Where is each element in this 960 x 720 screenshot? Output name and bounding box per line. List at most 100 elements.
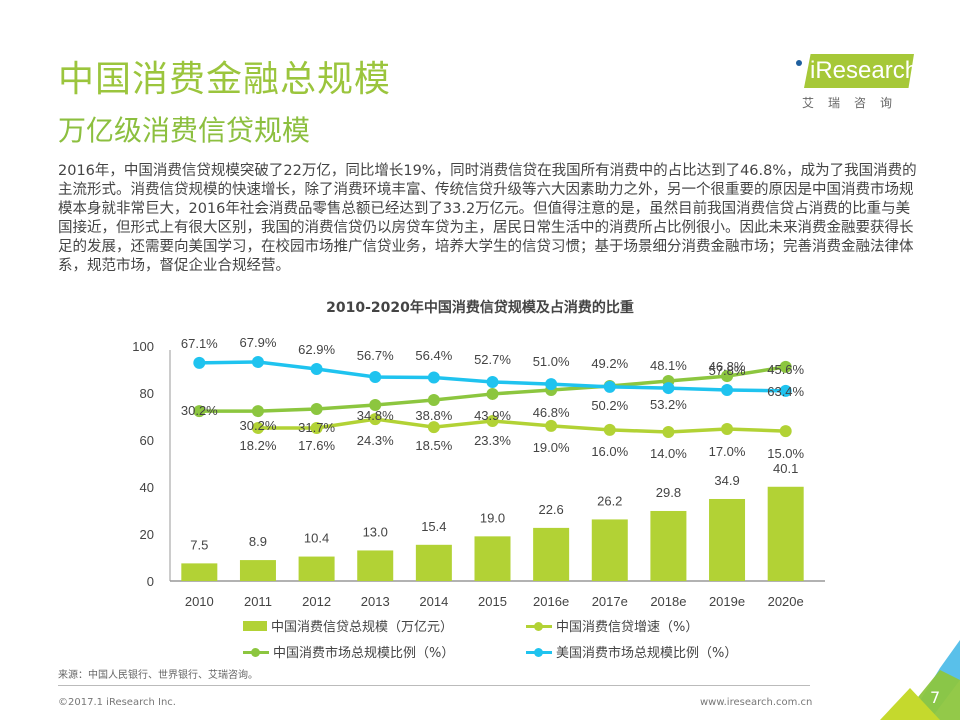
bar-data-label: 10.4 [304,531,329,546]
x-tick-label: 2020e [768,594,804,609]
logo-brand: iResearch [810,57,919,84]
x-tick-label: 2011 [244,594,272,609]
series-point [545,419,558,432]
series-point [721,370,734,383]
source-note: 来源：中国人民银行、世界银行、艾瑞咨询。 [58,670,258,681]
legend-item-cn-market-ratio: 中国消费市场总规模比例（%） [243,642,454,661]
series-point [251,405,264,418]
x-tick-label: 2010 [185,594,214,609]
bar [591,519,628,581]
corner-decoration [880,640,960,720]
bar [181,563,218,581]
bar [650,510,687,581]
logo-dot-icon [796,60,802,66]
line-data-label: 43.9% [474,408,511,423]
series-point [310,363,323,376]
series-point [427,371,440,384]
legend-item-credit-growth: 中国消费信贷增速（%） [526,616,698,635]
legend-label: 美国消费市场总规模比例（%） [556,646,738,661]
y-tick-label: 40 [140,480,154,495]
line-data-label: 18.5% [415,438,452,453]
series-point [545,378,558,391]
series-point [721,422,734,435]
line-data-label: 19.0% [533,440,570,455]
bar [239,560,276,581]
y-tick-label: 60 [140,433,154,448]
legend-label: 中国消费信贷总规模（万亿元） [271,620,454,635]
series-point [662,426,675,439]
page-number: 7 [930,688,941,707]
bar-data-label: 7.5 [190,537,208,552]
bar [298,556,335,581]
line-data-label: 53.2% [650,397,687,412]
bar-data-label: 26.2 [597,493,622,508]
line-data-label: 51.0% [533,354,570,369]
x-tick-label: 2019e [709,594,745,609]
line-data-label: 67.1% [181,336,218,351]
page-title: 中国消费金融总规模 [58,59,392,100]
x-tick-label: 2018e [650,594,686,609]
logo-badge [804,54,914,88]
line-data-label: 46.8% [709,359,746,374]
series-point [603,380,616,393]
line-data-label: 30.2% [181,403,218,418]
line-data-label: 48.1% [650,358,687,373]
x-tick-label: 2017e [592,594,628,609]
logo-brand-cn: 艾瑞咨询 [802,96,907,110]
bar-data-label: 40.1 [773,461,798,476]
line-data-label: 31.7% [298,420,335,435]
series-point [603,423,616,436]
x-tick-label: 2012 [302,594,331,609]
bar-data-label: 29.8 [656,485,681,500]
line-data-label: 15.0% [767,446,804,461]
bar-data-label: 34.9 [714,473,739,488]
legend-item-credit-scale: 中国消费信贷总规模（万亿元） [243,616,453,635]
x-tick-label: 2015 [478,594,507,609]
bar-data-label: 22.6 [538,502,563,517]
footer-divider [58,685,810,686]
line-data-label: 14.0% [650,446,687,461]
legend-line-swatch [526,647,552,657]
series-point [662,382,675,395]
x-tick-label: 2016e [533,594,569,609]
series-point [369,413,382,426]
y-tick-label: 0 [147,574,154,589]
bar [357,550,394,581]
website-link[interactable]: www.iresearch.com.cn [700,697,813,708]
copyright: ©2017.1 iResearch Inc. [58,697,176,708]
bar [767,486,804,581]
y-tick-label: 80 [140,386,154,401]
line-data-label: 30.2% [240,418,277,433]
bar-data-label: 15.4 [421,519,446,534]
series-point [427,394,440,407]
legend-label: 中国消费信贷增速（%） [556,620,699,635]
bar-data-label: 13.0 [363,524,388,539]
bar [533,527,570,581]
legend-line-swatch [243,647,269,657]
line-data-label: 18.2% [240,438,277,453]
line-data-label: 56.7% [357,348,394,363]
iresearch-logo: iResearch 艾瑞咨询 [790,46,920,116]
x-tick-label: 2013 [361,594,390,609]
line-data-label: 17.0% [709,444,746,459]
bar [709,498,746,581]
series-point [779,360,792,373]
bar [474,536,511,581]
series-point [310,402,323,415]
line-data-label: 24.3% [357,433,394,448]
line-data-label: 45.6% [767,362,804,377]
series-point [427,421,440,434]
bar-data-label: 19.0 [480,510,505,525]
line-data-label: 46.8% [533,405,570,420]
series-point [721,383,734,396]
series-point [486,375,499,388]
summary-paragraph: 2016年，中国消费信贷规模突破了22万亿，同比增长19%，同时消费信贷在我国所… [58,163,917,274]
x-tick-label: 2014 [419,594,448,609]
series-point [486,387,499,400]
series-line [257,417,786,434]
line-data-label: 38.8% [415,408,452,423]
series-point [310,422,323,435]
series-point [251,422,264,435]
bar [415,544,452,581]
